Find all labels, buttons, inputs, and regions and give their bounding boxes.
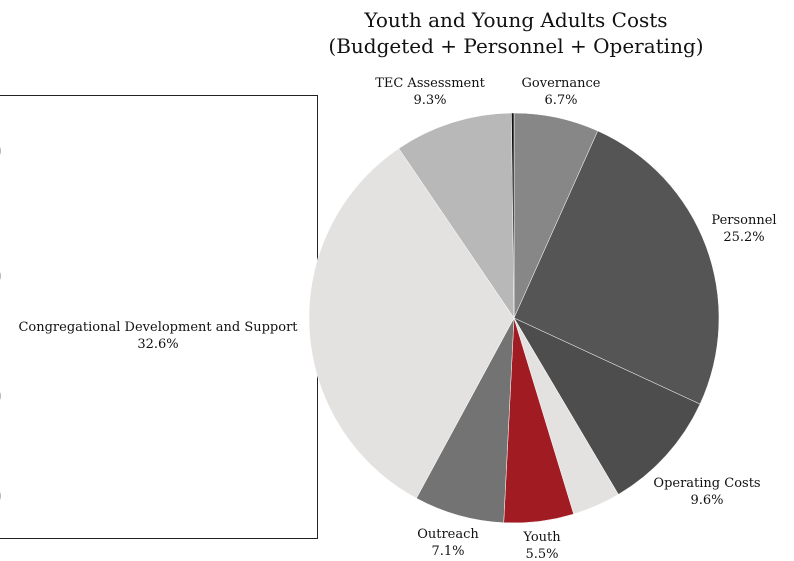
pie-slice: [308, 148, 515, 499]
slice-label: Operating Costs: [653, 476, 760, 491]
slice-value-label: 5.5%: [525, 547, 558, 561]
pie-slice: [398, 112, 515, 319]
pie-slice: [513, 317, 701, 495]
slice-label: Governance: [522, 76, 601, 91]
slice-label: Youth: [522, 530, 561, 545]
slice-label: TEC Assessment: [375, 76, 485, 91]
pie-slice: [513, 130, 720, 405]
edge-glyph: ): [0, 136, 11, 166]
chart-title-line-1: Youth and Young Adults Costs: [363, 8, 667, 32]
slice-label: Congregational Development and Support: [18, 320, 298, 335]
slice-label: Personnel: [711, 213, 776, 228]
slice-value-label: 25.2%: [723, 230, 764, 245]
slice-value-label: 9.3%: [413, 93, 446, 108]
chart-title-line-2: (Budgeted + Personnel + Operating): [328, 34, 703, 58]
edge-glyph: ): [0, 381, 11, 411]
slice-value-label: 32.6%: [137, 337, 178, 352]
edge-glyph: ): [0, 261, 11, 291]
slice-value-label: 7.1%: [431, 544, 464, 559]
slice-value-label: 6.7%: [544, 93, 577, 108]
edge-glyph: ): [0, 481, 11, 511]
slice-value-label: 9.6%: [690, 493, 723, 508]
slice-label: Outreach: [417, 527, 479, 542]
pie-slice: [511, 112, 515, 319]
